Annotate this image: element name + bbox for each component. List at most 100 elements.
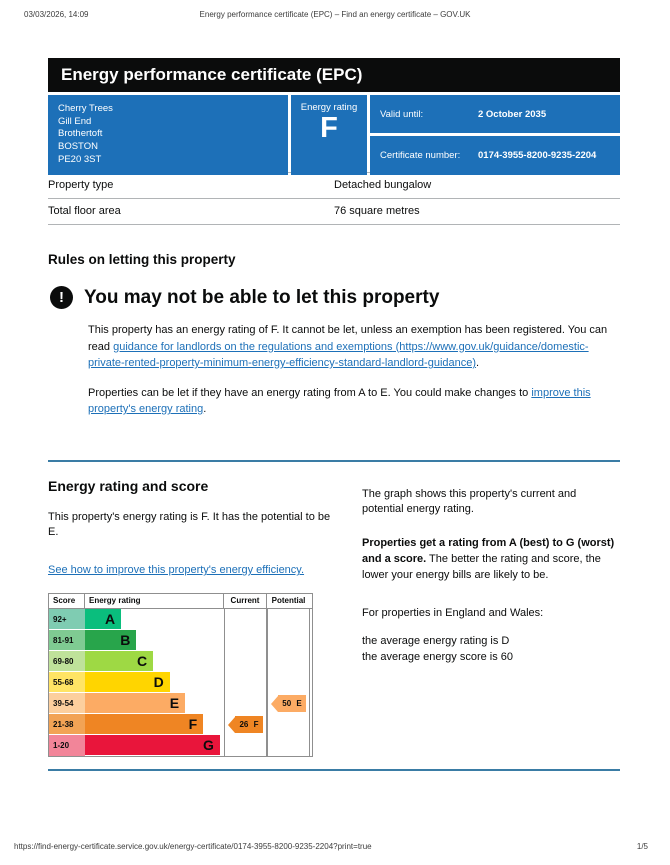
epc-current-cell <box>224 651 267 673</box>
certificate-number-row: Certificate number: 0174-3955-8200-9235-… <box>370 136 620 175</box>
paragraph-text: This property has an energy rating of F.… <box>88 324 608 353</box>
energy-rating-label: Energy rating <box>300 102 358 113</box>
paragraph-text: . <box>476 357 480 369</box>
energy-rating-column-header: Energy rating <box>85 594 224 609</box>
epc-potential-cell <box>267 672 310 694</box>
epc-band-row-g: 1-20 G <box>49 735 312 757</box>
property-type-value: Detached bungalow <box>334 179 432 191</box>
epc-band-bar-e: E <box>85 693 186 714</box>
page-title: Energy performance certificate (EPC) <box>48 58 620 92</box>
current-rating-pointer: 26 F <box>228 716 263 734</box>
epc-potential-cell: 50 E <box>267 693 310 715</box>
epc-score-range: 1-20 <box>49 735 85 757</box>
certificate-number-label: Certificate number: <box>380 149 461 161</box>
improve-efficiency-link[interactable]: See how to improve this property's energ… <box>48 564 305 577</box>
epc-score-range: 92+ <box>49 609 85 631</box>
epc-score-range: 81-91 <box>49 630 85 652</box>
address-line: Brothertoft <box>58 128 103 140</box>
potential-rating-pointer-label: 50 E <box>278 695 306 713</box>
certificate-number-value: 0174-3955-8200-9235-2204 <box>478 149 597 161</box>
epc-band-row-e: 39-54 E 50 E <box>49 693 312 715</box>
address-line: Cherry Trees <box>58 103 113 114</box>
property-type-label: Property type <box>48 179 114 191</box>
epc-rating-cell: A <box>85 609 224 630</box>
epc-band-bar-c: C <box>85 651 154 672</box>
energy-rating-section: Energy rating and score This property's … <box>48 476 620 758</box>
epc-band-row-c: 69-80 C <box>49 651 312 673</box>
print-datetime: 03/03/2026, 14:09 <box>24 10 89 19</box>
average-score-line: the average energy score is 60 <box>362 651 514 664</box>
letting-rules-heading: Rules on letting this property <box>48 252 236 267</box>
letting-paragraph-2: Properties can be let if they have an en… <box>88 385 620 418</box>
address-line: PE20 3ST <box>58 153 102 165</box>
epc-current-cell: 26 F <box>224 714 267 736</box>
certificate-page: Energy performance certificate (EPC) Che… <box>48 58 620 772</box>
paragraph-text: Properties can be let if they have an en… <box>88 386 532 399</box>
letting-paragraph-1: This property has an energy rating of F.… <box>88 322 620 372</box>
epc-rating-cell: B <box>85 630 224 651</box>
epc-potential-cell <box>267 735 310 757</box>
left-arrow-icon <box>271 695 279 712</box>
property-address: Cherry Trees Gill End Brothertoft BOSTON… <box>48 95 288 175</box>
landlord-guidance-url[interactable]: (https://www.gov.uk/guidance/domestic-pr… <box>88 340 589 370</box>
epc-rating-cell: C <box>85 651 224 672</box>
epc-score-range: 21-38 <box>49 714 85 736</box>
score-column-header: Score <box>49 594 85 609</box>
potential-rating-pointer: 50 E <box>271 695 306 713</box>
table-row: Property type Detached bungalow <box>48 173 620 199</box>
address-line: Gill End <box>58 115 92 127</box>
valid-until-value: 2 October 2035 <box>478 108 547 120</box>
epc-current-cell <box>224 693 267 715</box>
graph-description: The graph shows this property's current … <box>362 487 577 516</box>
average-rating-line: the average energy rating is D <box>362 635 510 648</box>
epc-rating-cell: G <box>85 735 224 756</box>
warning-heading: You may not be able to let this property <box>84 286 440 308</box>
rating-explanation-lead: Properties get a rating from A (best) to… <box>362 537 615 566</box>
print-document-title: Energy performance certificate (EPC) – F… <box>199 10 471 19</box>
epc-current-cell <box>224 735 267 757</box>
epc-band-row-f: 21-38 F 26 F <box>49 714 312 736</box>
energy-rating-box: Energy rating F <box>291 95 367 175</box>
improve-rating-link[interactable]: improve this property's energy rating <box>88 386 591 416</box>
page-number: 1/5 <box>636 842 648 851</box>
left-arrow-icon <box>228 716 236 733</box>
current-column-header: Current <box>224 594 267 609</box>
epc-chart-header: Score Energy rating Current Potential <box>49 594 312 610</box>
epc-potential-cell <box>267 651 310 673</box>
epc-potential-cell <box>267 714 310 736</box>
table-row: Total floor area 76 square metres <box>48 199 620 225</box>
epc-band-bar-b: B <box>85 630 137 651</box>
epc-current-cell <box>224 672 267 694</box>
rating-left-column: Energy rating and score This property's … <box>48 476 348 758</box>
epc-score-range: 69-80 <box>49 651 85 673</box>
epc-chart-body: 92+ A 81-91 B 69-80 C 55-68 D 39-54 E 50 E 21-38 F 26… <box>49 609 312 757</box>
epc-band-row-a: 92+ A <box>49 609 312 631</box>
rating-explanation-rest: The better the rating and score, the low… <box>362 553 601 582</box>
rating-intro-text: This property's energy rating is F. It h… <box>48 510 331 539</box>
rating-explanation: Properties get a rating from A (best) to… <box>362 536 620 584</box>
epc-rating-cell: F <box>85 714 224 735</box>
landlord-guidance-link[interactable]: guidance for landlords on the regulation… <box>113 340 393 353</box>
epc-score-range: 55-68 <box>49 672 85 694</box>
epc-band-bar-g: G <box>85 735 220 756</box>
current-rating-pointer-label: 26 F <box>235 716 263 734</box>
rating-right-column: The graph shows this property's current … <box>362 476 620 758</box>
warning-icon: ! <box>50 286 73 309</box>
epc-rating-chart: Score Energy rating Current Potential 92… <box>48 593 313 758</box>
average-stats: the average energy rating is D the avera… <box>362 634 620 666</box>
potential-column-header: Potential <box>271 596 306 606</box>
epc-band-row-b: 81-91 B <box>49 630 312 652</box>
floor-area-value: 76 square metres <box>334 205 420 217</box>
rating-section-heading: Energy rating and score <box>48 477 209 494</box>
epc-current-cell <box>224 609 267 631</box>
epc-band-bar-f: F <box>85 714 204 735</box>
epc-potential-cell <box>267 630 310 652</box>
epc-band-bar-a: A <box>85 609 122 630</box>
print-header: 03/03/2026, 14:09 Energy performance cer… <box>0 10 670 19</box>
paragraph-text: . <box>203 403 207 415</box>
england-wales-lead: For properties in England and Wales: <box>362 607 544 620</box>
epc-band-row-d: 55-68 D <box>49 672 312 694</box>
valid-until-label: Valid until: <box>380 108 424 120</box>
valid-until-row: Valid until: 2 October 2035 <box>370 95 620 134</box>
section-divider <box>48 769 620 772</box>
